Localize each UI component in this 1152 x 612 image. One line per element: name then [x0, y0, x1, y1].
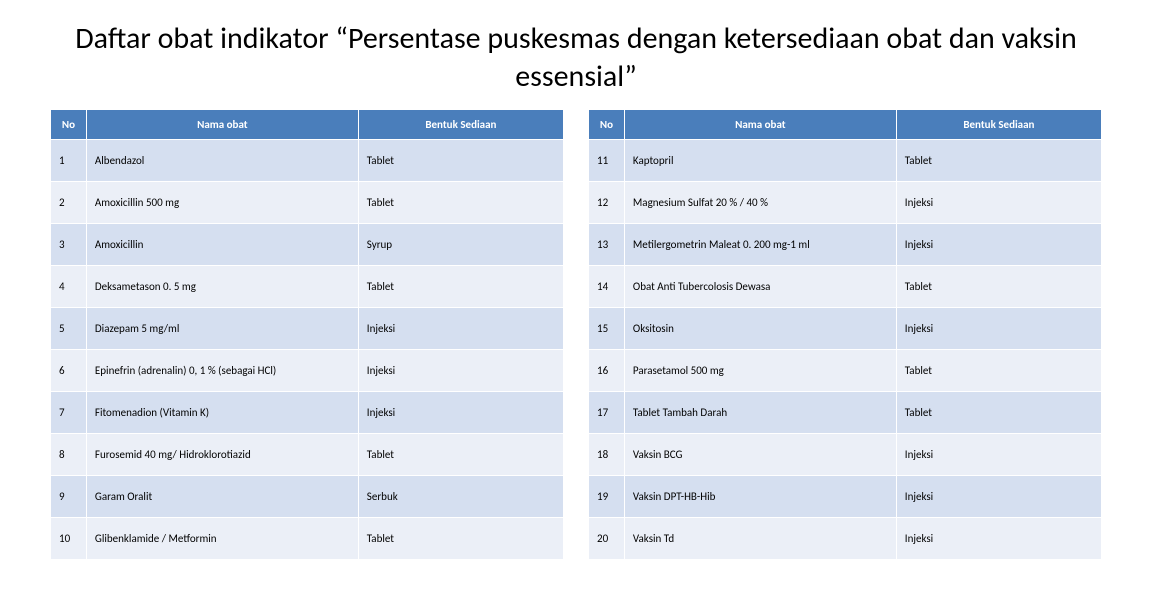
cell-no: 10 [51, 518, 87, 560]
cell-name: Vaksin DPT-HB-Hib [624, 476, 896, 518]
cell-form: Injeksi [358, 308, 563, 350]
cell-name: Magnesium Sulfat 20 % / 40 % [624, 182, 896, 224]
table-left-body: 1AlbendazolTablet2Amoxicillin 500 mgTabl… [51, 140, 564, 560]
table-row: 14Obat Anti Tubercolosis DewasaTablet [589, 266, 1102, 308]
cell-no: 18 [589, 434, 625, 476]
table-left-wrap: No Nama obat Bentuk Sediaan 1AlbendazolT… [50, 109, 564, 560]
cell-no: 14 [589, 266, 625, 308]
page-title: Daftar obat indikator “Persentase puskes… [50, 20, 1102, 95]
cell-name: Epinefrin (adrenalin) 0, 1 % (sebagai HC… [86, 350, 358, 392]
tables-container: No Nama obat Bentuk Sediaan 1AlbendazolT… [50, 109, 1102, 560]
cell-name: Oksitosin [624, 308, 896, 350]
cell-form: Tablet [358, 518, 563, 560]
table-row: 17Tablet Tambah DarahTablet [589, 392, 1102, 434]
cell-no: 17 [589, 392, 625, 434]
table-row: 20Vaksin TdInjeksi [589, 518, 1102, 560]
cell-name: Amoxicillin 500 mg [86, 182, 358, 224]
col-header-name: Nama obat [86, 110, 358, 140]
table-row: 8Furosemid 40 mg/ HidroklorotiazidTablet [51, 434, 564, 476]
cell-no: 3 [51, 224, 87, 266]
table-row: 4Deksametason 0. 5 mgTablet [51, 266, 564, 308]
cell-form: Tablet [358, 182, 563, 224]
cell-name: Obat Anti Tubercolosis Dewasa [624, 266, 896, 308]
cell-form: Tablet [896, 266, 1101, 308]
table-row: 1AlbendazolTablet [51, 140, 564, 182]
cell-form: Syrup [358, 224, 563, 266]
cell-no: 15 [589, 308, 625, 350]
cell-form: Injeksi [896, 308, 1101, 350]
cell-form: Tablet [896, 140, 1101, 182]
cell-name: Glibenklamide / Metformin [86, 518, 358, 560]
cell-form: Injeksi [896, 434, 1101, 476]
cell-form: Tablet [358, 434, 563, 476]
table-header-row: No Nama obat Bentuk Sediaan [589, 110, 1102, 140]
cell-name: Albendazol [86, 140, 358, 182]
cell-name: Garam Oralit [86, 476, 358, 518]
cell-no: 11 [589, 140, 625, 182]
table-row: 11KaptoprilTablet [589, 140, 1102, 182]
cell-name: Fitomenadion (Vitamin K) [86, 392, 358, 434]
cell-form: Injeksi [896, 518, 1101, 560]
cell-form: Injeksi [896, 224, 1101, 266]
cell-no: 16 [589, 350, 625, 392]
table-right-body: 11KaptoprilTablet12Magnesium Sulfat 20 %… [589, 140, 1102, 560]
cell-name: Tablet Tambah Darah [624, 392, 896, 434]
cell-name: Kaptopril [624, 140, 896, 182]
cell-form: Injeksi [896, 476, 1101, 518]
drug-table-right: No Nama obat Bentuk Sediaan 11KaptoprilT… [588, 109, 1102, 560]
cell-form: Injeksi [896, 182, 1101, 224]
table-row: 13Metilergometrin Maleat 0. 200 mg-1 mlI… [589, 224, 1102, 266]
table-row: 2Amoxicillin 500 mgTablet [51, 182, 564, 224]
cell-no: 4 [51, 266, 87, 308]
cell-name: Deksametason 0. 5 mg [86, 266, 358, 308]
drug-table-left: No Nama obat Bentuk Sediaan 1AlbendazolT… [50, 109, 564, 560]
table-row: 19Vaksin DPT-HB-HibInjeksi [589, 476, 1102, 518]
table-row: 9Garam OralitSerbuk [51, 476, 564, 518]
cell-name: Vaksin Td [624, 518, 896, 560]
cell-no: 12 [589, 182, 625, 224]
cell-no: 6 [51, 350, 87, 392]
cell-no: 13 [589, 224, 625, 266]
col-header-no: No [51, 110, 87, 140]
col-header-no: No [589, 110, 625, 140]
table-header-row: No Nama obat Bentuk Sediaan [51, 110, 564, 140]
col-header-name: Nama obat [624, 110, 896, 140]
table-right-wrap: No Nama obat Bentuk Sediaan 11KaptoprilT… [588, 109, 1102, 560]
cell-name: Metilergometrin Maleat 0. 200 mg-1 ml [624, 224, 896, 266]
cell-name: Diazepam 5 mg/ml [86, 308, 358, 350]
table-row: 16Parasetamol 500 mgTablet [589, 350, 1102, 392]
table-row: 10Glibenklamide / MetforminTablet [51, 518, 564, 560]
table-row: 6Epinefrin (adrenalin) 0, 1 % (sebagai H… [51, 350, 564, 392]
cell-form: Tablet [896, 392, 1101, 434]
col-header-form: Bentuk Sediaan [358, 110, 563, 140]
cell-form: Tablet [358, 140, 563, 182]
cell-form: Serbuk [358, 476, 563, 518]
cell-no: 8 [51, 434, 87, 476]
cell-form: Injeksi [358, 350, 563, 392]
cell-form: Injeksi [358, 392, 563, 434]
cell-name: Amoxicillin [86, 224, 358, 266]
cell-form: Tablet [896, 350, 1101, 392]
cell-no: 2 [51, 182, 87, 224]
cell-no: 5 [51, 308, 87, 350]
cell-name: Vaksin BCG [624, 434, 896, 476]
cell-form: Tablet [358, 266, 563, 308]
cell-name: Furosemid 40 mg/ Hidroklorotiazid [86, 434, 358, 476]
col-header-form: Bentuk Sediaan [896, 110, 1101, 140]
cell-name: Parasetamol 500 mg [624, 350, 896, 392]
cell-no: 9 [51, 476, 87, 518]
cell-no: 19 [589, 476, 625, 518]
table-row: 15OksitosinInjeksi [589, 308, 1102, 350]
table-row: 12Magnesium Sulfat 20 % / 40 %Injeksi [589, 182, 1102, 224]
table-row: 5Diazepam 5 mg/mlInjeksi [51, 308, 564, 350]
cell-no: 7 [51, 392, 87, 434]
cell-no: 20 [589, 518, 625, 560]
table-row: 18Vaksin BCGInjeksi [589, 434, 1102, 476]
table-row: 7Fitomenadion (Vitamin K)Injeksi [51, 392, 564, 434]
cell-no: 1 [51, 140, 87, 182]
table-row: 3AmoxicillinSyrup [51, 224, 564, 266]
